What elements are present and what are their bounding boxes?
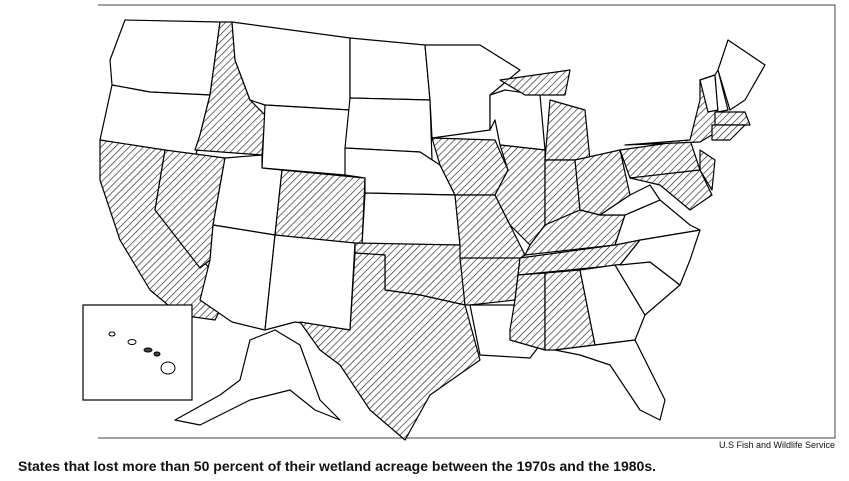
colorado bbox=[274, 169, 366, 246]
island bbox=[108, 331, 116, 337]
florida bbox=[554, 339, 666, 421]
new-mexico bbox=[264, 234, 356, 331]
island bbox=[143, 347, 153, 353]
hawaii-inset bbox=[82, 304, 193, 401]
arkansas bbox=[459, 257, 521, 306]
wisconsin bbox=[489, 89, 546, 151]
montana bbox=[231, 21, 351, 111]
inset-box bbox=[82, 304, 193, 401]
kansas bbox=[361, 192, 461, 246]
alaska bbox=[174, 329, 341, 426]
texas bbox=[299, 252, 481, 441]
washington bbox=[109, 19, 221, 96]
maryland-delaware bbox=[629, 169, 713, 211]
states bbox=[99, 19, 766, 441]
michigan-lower bbox=[544, 99, 591, 161]
map-frame bbox=[98, 4, 836, 439]
caption: States that lost more than 50 percent of… bbox=[18, 458, 656, 474]
connecticut-rhode-island bbox=[711, 124, 746, 141]
island bbox=[153, 351, 161, 357]
credit: U.S Fish and Wildlife Service bbox=[718, 440, 835, 450]
wyoming bbox=[261, 104, 351, 176]
michigan-upper bbox=[499, 69, 571, 96]
massachusetts bbox=[714, 111, 751, 126]
west-virginia bbox=[599, 184, 661, 216]
new-jersey bbox=[699, 149, 716, 191]
island bbox=[160, 361, 176, 375]
island bbox=[127, 339, 137, 345]
georgia bbox=[579, 264, 646, 346]
north-dakota bbox=[349, 37, 431, 101]
maine bbox=[717, 39, 766, 111]
